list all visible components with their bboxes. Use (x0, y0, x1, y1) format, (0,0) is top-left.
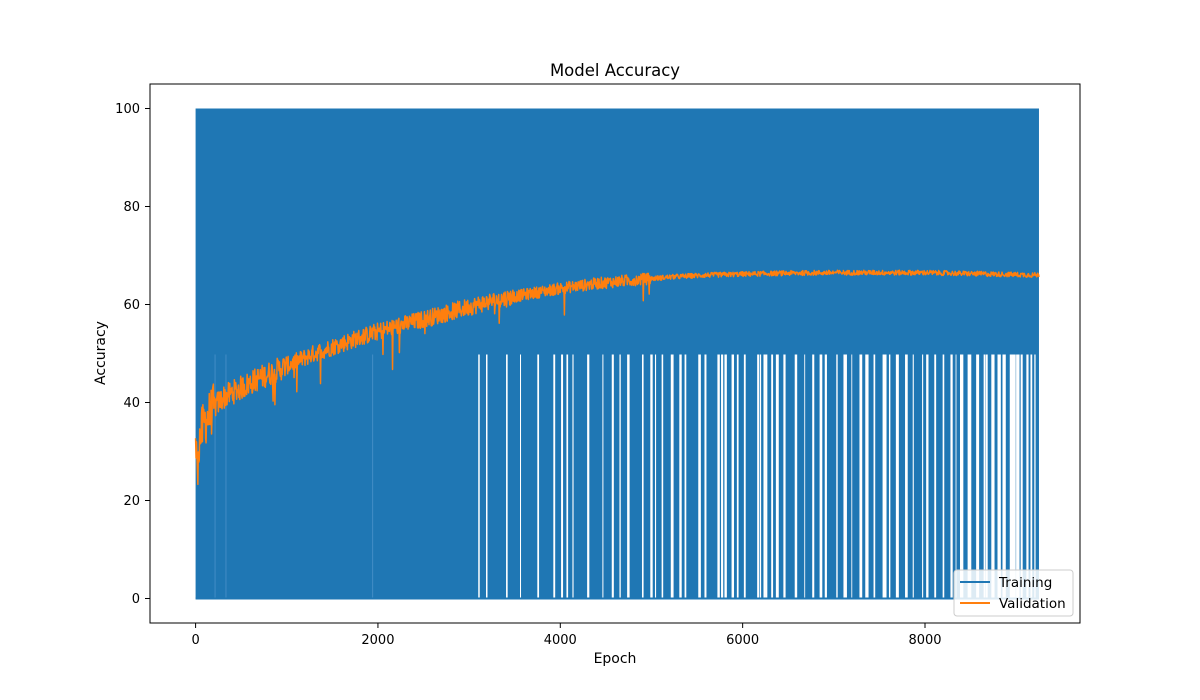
x-tick-label: 0 (191, 633, 199, 648)
y-tick-label: 40 (123, 396, 140, 411)
x-tick-label: 4000 (544, 633, 577, 648)
legend-label-validation: Validation (999, 596, 1066, 612)
x-axis-label: Epoch (594, 651, 637, 667)
x-tick-label: 2000 (361, 633, 394, 648)
y-tick-label: 0 (132, 592, 140, 607)
y-tick-label: 80 (123, 200, 140, 215)
validation-series-line (194, 269, 1040, 486)
legend: Training Validation (953, 569, 1074, 617)
axes-frame (149, 83, 1081, 624)
x-axis: 0 2000 4000 6000 8000 (191, 623, 942, 648)
plot-area (194, 108, 1040, 600)
legend-label-training: Training (998, 575, 1052, 591)
chart-title: Model Accuracy (550, 61, 680, 80)
y-tick-label: 20 (123, 494, 140, 509)
training-series-lower-band (195, 353, 1039, 599)
y-axis: 0 20 40 60 80 100 (115, 102, 150, 607)
x-tick-label: 6000 (726, 633, 759, 648)
x-tick-label: 8000 (908, 633, 941, 648)
y-axis-label: Accuracy (93, 321, 109, 385)
y-tick-label: 100 (115, 102, 140, 117)
training-series-upper-band (195, 108, 1039, 354)
y-tick-label: 60 (123, 298, 140, 313)
training-series-gaps (214, 354, 1036, 598)
